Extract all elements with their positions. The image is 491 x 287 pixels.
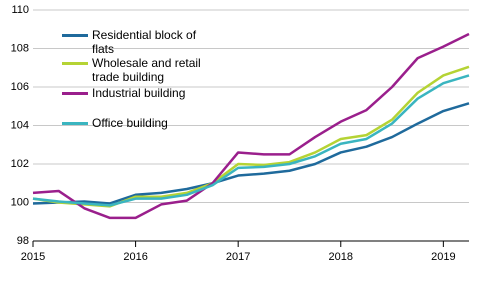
- x-tick-label: 2018: [329, 251, 353, 263]
- y-tick-label: 108: [11, 42, 29, 54]
- x-tick-label: 2015: [21, 251, 45, 263]
- x-tick-label: 2016: [123, 251, 147, 263]
- series-line: [32, 74, 470, 207]
- legend-label: Wholesale and retail trade building: [92, 56, 201, 84]
- legend-swatch: [62, 34, 88, 37]
- y-tick-label: 100: [11, 196, 29, 208]
- legend-swatch: [62, 62, 88, 65]
- y-tick-label: 104: [11, 119, 29, 131]
- legend-item: Office building: [62, 116, 220, 130]
- x-tick-label: 2019: [431, 251, 455, 263]
- y-tick-label: 110: [11, 4, 29, 16]
- y-tick-label: 102: [11, 158, 29, 170]
- legend-item: Residential block of flats: [62, 28, 220, 56]
- legend-label: Office building: [92, 116, 168, 130]
- legend-swatch: [62, 122, 88, 125]
- series-line: [32, 32, 470, 220]
- legend-item: Industrial building: [62, 86, 220, 100]
- x-tick-label: 2017: [226, 251, 250, 263]
- y-tick-label: 106: [11, 81, 29, 93]
- y-tick-label: 98: [17, 235, 29, 247]
- legend-item: Wholesale and retail trade building: [62, 56, 220, 84]
- series-line: [32, 102, 470, 205]
- legend-swatch: [62, 92, 88, 95]
- legend-label: Residential block of flats: [92, 28, 197, 56]
- legend-label: Industrial building: [92, 86, 186, 100]
